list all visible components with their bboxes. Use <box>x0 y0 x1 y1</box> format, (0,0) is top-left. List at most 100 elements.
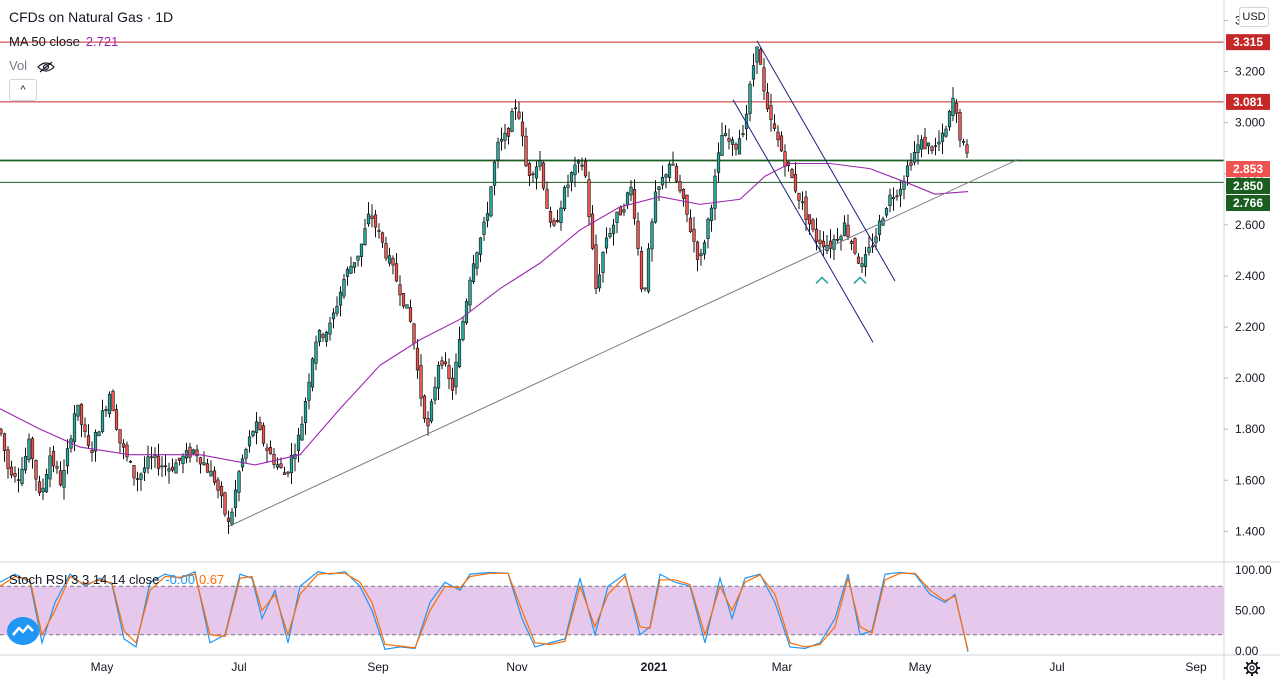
candle-body <box>79 403 84 425</box>
stoch-legend: Stoch RSI 3 3 14 14 close -0.00 0.67 <box>9 572 224 587</box>
candle <box>300 416 304 441</box>
candle <box>874 227 878 250</box>
candle-body <box>23 455 28 471</box>
candle-body <box>919 139 924 150</box>
candle <box>958 109 962 148</box>
candle <box>475 251 479 276</box>
collapse-legend-button[interactable]: ^ <box>9 79 37 101</box>
candle <box>338 286 343 317</box>
candle <box>97 430 101 437</box>
price-label: 2.850 <box>1226 178 1270 194</box>
candle-body <box>769 105 773 120</box>
candle-body <box>303 400 308 424</box>
candle <box>412 322 416 350</box>
horizontal-levels <box>0 41 1224 183</box>
candle <box>625 191 630 210</box>
candle-body <box>419 365 423 399</box>
candle-body <box>300 423 304 441</box>
candle <box>443 352 448 367</box>
gear-icon[interactable] <box>1243 659 1261 677</box>
candle-body <box>741 133 745 136</box>
candle-body <box>426 418 430 427</box>
candle <box>832 234 836 261</box>
candle <box>265 443 269 463</box>
candle-body <box>835 238 840 241</box>
candle <box>356 255 360 267</box>
candle-body <box>569 172 574 183</box>
candle <box>184 442 189 464</box>
candle <box>93 429 98 462</box>
candle-body <box>244 448 248 459</box>
candle <box>639 246 644 293</box>
tradingview-logo-icon[interactable] <box>7 617 39 645</box>
candle-body <box>643 287 647 290</box>
candle <box>310 357 315 392</box>
candle-body <box>590 213 595 249</box>
candle-body <box>898 188 903 196</box>
candle-body <box>132 465 136 479</box>
candle <box>657 186 661 201</box>
candle <box>261 422 266 447</box>
candle <box>748 80 752 122</box>
candle <box>37 475 42 496</box>
candle-body <box>506 127 511 137</box>
candle <box>716 142 721 183</box>
candle <box>149 446 154 470</box>
candle-body <box>405 304 409 309</box>
candle <box>751 53 756 87</box>
candle <box>118 429 122 453</box>
candle <box>926 142 931 155</box>
stoch-band-fill <box>0 586 1224 635</box>
price-label: 2.766 <box>1226 195 1270 211</box>
candle-body <box>380 232 385 243</box>
candle <box>828 229 833 259</box>
candle <box>919 135 924 158</box>
candle <box>471 254 476 285</box>
candle-body <box>611 224 616 234</box>
candle <box>573 156 577 188</box>
candle <box>384 236 388 262</box>
candle-body <box>531 173 535 176</box>
candle-body <box>713 175 717 209</box>
candle <box>419 354 423 407</box>
candle-body <box>188 446 192 458</box>
candle <box>905 159 910 186</box>
candle <box>2 432 7 462</box>
candle-body <box>524 135 528 167</box>
candle-body <box>814 228 819 242</box>
candle <box>506 127 511 145</box>
candle <box>699 248 703 266</box>
candle-body <box>398 284 402 296</box>
candle-body <box>125 444 129 458</box>
candle <box>20 457 24 487</box>
candle-body <box>139 473 143 480</box>
candle-body <box>261 425 266 444</box>
candle <box>370 204 374 228</box>
candle <box>58 461 63 487</box>
candle-body <box>751 65 756 80</box>
candle <box>146 445 150 474</box>
candle <box>156 443 161 476</box>
candle <box>181 453 185 474</box>
candle-body <box>324 331 329 342</box>
candle-body <box>450 377 455 391</box>
candle <box>534 161 539 190</box>
candle-body <box>366 213 371 225</box>
currency-badge[interactable]: USD <box>1239 7 1269 27</box>
candle <box>247 430 252 453</box>
candle-body <box>870 245 875 248</box>
eye-crossed-icon[interactable] <box>36 61 55 73</box>
candle <box>464 298 469 325</box>
candle-body <box>219 485 224 497</box>
candle <box>100 399 105 434</box>
candle-body <box>111 391 115 412</box>
candle-body <box>646 248 651 292</box>
candle <box>44 468 49 494</box>
candle-body <box>573 164 577 176</box>
stoch-tick-label: 100.00 <box>1235 563 1272 577</box>
price-tick-label: 3.000 <box>1235 116 1265 130</box>
candle <box>576 158 581 173</box>
candle-body <box>251 431 255 437</box>
